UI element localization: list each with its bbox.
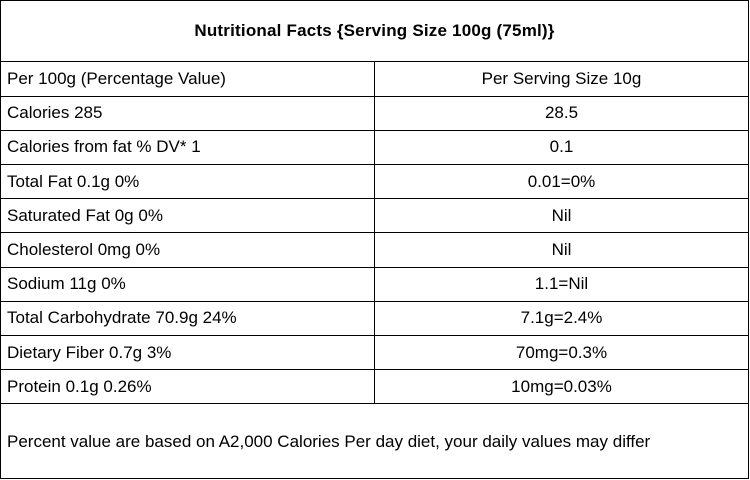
table-row: Calories 285 28.5	[0, 95, 749, 131]
table-row: Cholesterol 0mg 0% Nil	[0, 232, 749, 268]
footnote: Percent value are based on A2,000 Calori…	[0, 403, 749, 479]
row-value: 1.1=Nil	[374, 266, 749, 302]
table-row: Total Fat 0.1g 0% 0.01=0%	[0, 163, 749, 200]
footer-row: Percent value are based on A2,000 Calori…	[0, 403, 749, 479]
table-row: Calories from fat % DV* 1 0.1	[0, 129, 749, 165]
row-value: Per Serving Size 10g	[374, 61, 749, 97]
table-row: Protein 0.1g 0.26% 10mg=0.03%	[0, 369, 749, 405]
table-row: Saturated Fat 0g 0% Nil	[0, 198, 749, 234]
table-row: Sodium 11g 0% 1.1=Nil	[0, 266, 749, 302]
row-value: 0.1	[374, 129, 749, 165]
row-label: Sodium 11g 0%	[0, 266, 375, 302]
row-value: 70mg=0.3%	[374, 334, 749, 371]
row-value: Nil	[374, 198, 749, 234]
row-label: Cholesterol 0mg 0%	[0, 232, 375, 268]
title-row: Nutritional Facts {Serving Size 100g (75…	[0, 0, 749, 63]
row-value: Nil	[374, 232, 749, 268]
row-label: Protein 0.1g 0.26%	[0, 369, 375, 405]
table-row: Total Carbohydrate 70.9g 24% 7.1g=2.4%	[0, 300, 749, 337]
row-value: 7.1g=2.4%	[374, 300, 749, 337]
row-label: Total Carbohydrate 70.9g 24%	[0, 300, 375, 337]
row-label: Calories from fat % DV* 1	[0, 129, 375, 165]
table-row: Dietary Fiber 0.7g 3% 70mg=0.3%	[0, 334, 749, 371]
row-label: Calories 285	[0, 95, 375, 131]
table-row: Per 100g (Percentage Value) Per Serving …	[0, 61, 749, 97]
row-label: Dietary Fiber 0.7g 3%	[0, 334, 375, 371]
row-label: Saturated Fat 0g 0%	[0, 198, 375, 234]
row-label: Total Fat 0.1g 0%	[0, 163, 375, 200]
table-title: Nutritional Facts {Serving Size 100g (75…	[0, 0, 749, 63]
row-value: 28.5	[374, 95, 749, 131]
row-value: 0.01=0%	[374, 163, 749, 200]
row-label: Per 100g (Percentage Value)	[0, 61, 375, 97]
row-value: 10mg=0.03%	[374, 369, 749, 405]
